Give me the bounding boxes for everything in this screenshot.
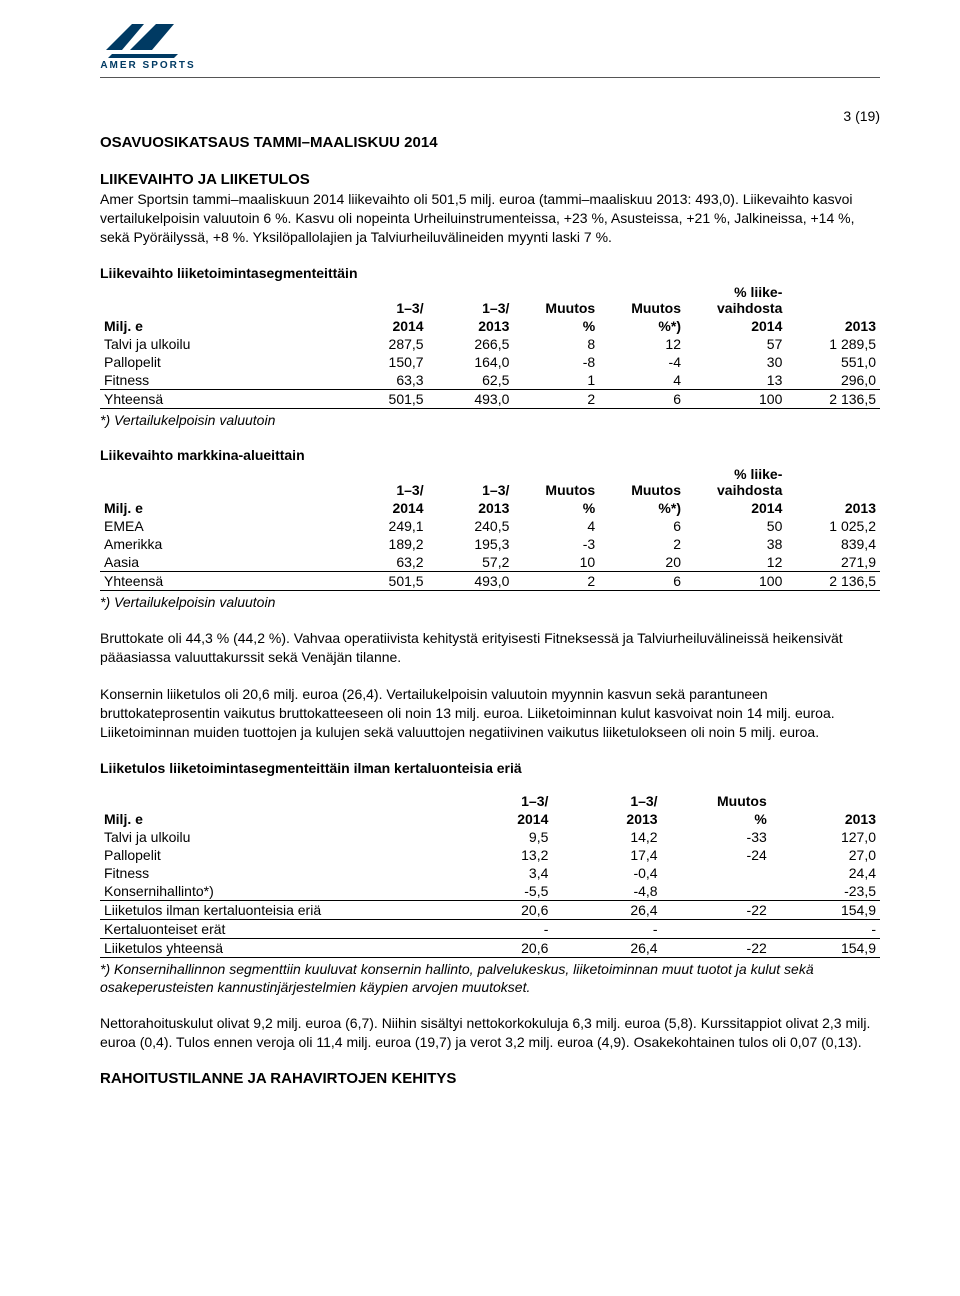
table1-footnote: *) Vertailukelpoisin valuutoin — [100, 411, 880, 429]
table-row: Kertaluonteiset erät--- — [100, 919, 880, 938]
hdr-cell: 2013 — [428, 317, 514, 335]
hdr-cell: 2013 — [786, 317, 880, 335]
hdr-cell: 1–3/ — [342, 283, 428, 317]
table-header-row: 1–3/ 1–3/ Muutos Muutos % liike- vaihdos… — [100, 465, 880, 499]
hdr-cell: 2014 — [685, 317, 786, 335]
table-total-row: Yhteensä501,5493,0261002 136,5 — [100, 571, 880, 590]
table-operating-profit: 1–3/ 1–3/ Muutos Milj. e 2014 2013 % 201… — [100, 792, 880, 958]
body-paragraph: Bruttokate oli 44,3 % (44,2 %). Vahvaa o… — [100, 629, 880, 667]
table-row: Fitness3,4-0,424,4 — [100, 864, 880, 882]
table1-title: Liikevaihto liiketoimintasegmenteittäin — [100, 265, 880, 281]
hdr-cell: 2014 — [342, 317, 428, 335]
table-total-row: Yhteensä501,5493,0261002 136,5 — [100, 389, 880, 408]
table-total-row: Liiketulos yhteensä20,626,4-22154,9 — [100, 938, 880, 957]
table-row: Pallopelit13,217,4-2427,0 — [100, 846, 880, 864]
table-row: Fitness63,362,51413296,0 — [100, 371, 880, 390]
table-row: Aasia63,257,2102012271,9 — [100, 553, 880, 572]
table-header-row: 1–3/ 1–3/ Muutos — [100, 792, 880, 810]
table-header-row: Milj. e 2014 2013 % 2013 — [100, 810, 880, 828]
table-row: Talvi ja ulkoilu9,514,2-33127,0 — [100, 828, 880, 846]
header-divider — [100, 77, 880, 78]
table-row: EMEA249,1240,546501 025,2 — [100, 517, 880, 535]
body-paragraph: Konsernin liiketulos oli 20,6 milj. euro… — [100, 685, 880, 742]
hdr-cell: % — [513, 317, 599, 335]
table2-footnote: *) Vertailukelpoisin valuutoin — [100, 593, 880, 611]
hdr-cell: % liike- vaihdosta — [685, 283, 786, 317]
section-heading: RAHOITUSTILANNE JA RAHAVIRTOJEN KEHITYS — [100, 1070, 880, 1087]
hdr-cell: 1–3/ — [428, 283, 514, 317]
table-row: Konsernihallinto*)-5,5-4,8-23,5 — [100, 882, 880, 901]
intro-paragraph: Amer Sportsin tammi–maaliskuun 2014 liik… — [100, 190, 880, 247]
table-segments: 1–3/ 1–3/ Muutos Muutos % liike- vaihdos… — [100, 283, 880, 409]
hdr-cell: Muutos — [599, 283, 685, 317]
table-header-row: Milj. e 2014 2013 % %*) 2014 2013 — [100, 499, 880, 517]
hdr-cell: Muutos — [513, 283, 599, 317]
table-row: Talvi ja ulkoilu287,5266,5812571 289,5 — [100, 335, 880, 353]
hdr-cell: Milj. e — [100, 317, 342, 335]
table-header-row: Milj. e 2014 2013 % %*) 2014 2013 — [100, 317, 880, 335]
table-regions: 1–3/ 1–3/ Muutos Muutos % liike- vaihdos… — [100, 465, 880, 591]
logo: AMER SPORTS — [100, 20, 196, 71]
table-header-row: 1–3/ 1–3/ Muutos Muutos % liike- vaihdos… — [100, 283, 880, 317]
table2-title: Liikevaihto markkina-alueittain — [100, 447, 880, 463]
header: AMER SPORTS — [100, 20, 880, 71]
page-container: AMER SPORTS 3 (19) OSAVUOSIKATSAUS TAMMI… — [0, 0, 960, 1127]
body-paragraph: Nettorahoituskulut olivat 9,2 milj. euro… — [100, 1014, 880, 1052]
logo-text: AMER SPORTS — [100, 60, 195, 71]
page-number: 3 (19) — [100, 108, 880, 124]
section-heading: LIIKEVAIHTO JA LIIKETULOS — [100, 171, 880, 188]
amer-sports-logo-icon — [100, 20, 196, 58]
table3-footnote: *) Konsernihallinnon segmenttiin kuuluva… — [100, 960, 880, 996]
table3-title: Liiketulos liiketoimintasegmenteittäin i… — [100, 760, 880, 776]
table-row: Amerikka189,2195,3-3238839,4 — [100, 535, 880, 553]
table-row: Pallopelit150,7164,0-8-430551,0 — [100, 353, 880, 371]
table-subtotal-row: Liiketulos ilman kertaluonteisia eriä20,… — [100, 900, 880, 919]
hdr-cell: %*) — [599, 317, 685, 335]
page-title: OSAVUOSIKATSAUS TAMMI–MAALISKUU 2014 — [100, 134, 880, 151]
